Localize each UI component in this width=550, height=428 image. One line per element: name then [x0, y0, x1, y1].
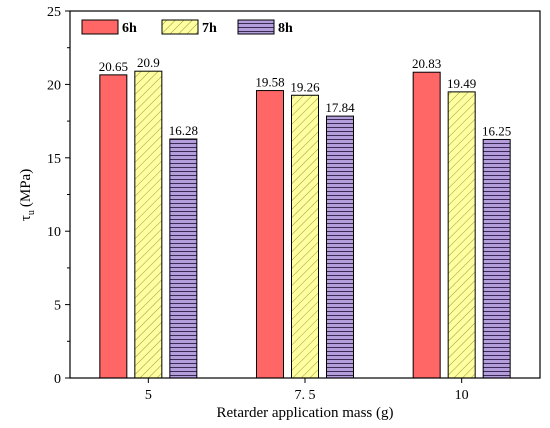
data-label: 16.25: [482, 123, 511, 138]
y-axis-title-unit: (MPa): [18, 169, 34, 207]
data-label: 16.28: [169, 123, 198, 138]
bar-8h-10: [482, 138, 511, 379]
bars-layer: [99, 70, 511, 379]
legend-label-8h: 8h: [278, 21, 293, 36]
legend-swatch-6h: [81, 19, 119, 35]
y-tick-label: 5: [54, 299, 61, 314]
legend-label-7h: 7h: [202, 21, 217, 36]
data-labels-layer: 20.65 20.9 16.28 19.58 19.26 17.84 20.83 19.49 1…: [99, 55, 512, 138]
y-tick-label: 15: [47, 152, 61, 167]
legend-swatch-7h: [161, 19, 199, 35]
data-label: 19.58: [255, 75, 284, 90]
data-label: 20.83: [412, 56, 441, 71]
bar-8h-7.5: [326, 115, 354, 379]
data-label: 17.84: [325, 100, 355, 115]
legend-label-6h: 6h: [122, 21, 137, 36]
bar-7h-10: [447, 91, 476, 379]
data-label: 19.49: [447, 76, 476, 91]
bar-8h-5: [169, 138, 198, 379]
y-axis-title-symbol: τ: [18, 215, 34, 221]
x-axis-title: Retarder application mass (g): [216, 405, 393, 421]
data-label: 19.26: [290, 79, 320, 94]
bar-7h-5: [134, 70, 163, 379]
bar-6h-10: [412, 71, 441, 379]
y-axis: 0 5 10 15 20 25: [47, 5, 70, 387]
legend-swatch-8h: [237, 19, 275, 35]
y-tick-label: 0: [54, 372, 61, 387]
y-tick-label: 25: [47, 5, 61, 20]
bar-7h-7.5: [291, 94, 319, 379]
y-axis-title-group: τu (MPa): [18, 169, 37, 221]
bar-6h-7.5: [256, 90, 284, 379]
legend: 6h 7h 8h: [81, 19, 293, 36]
x-tick-label: 10: [455, 388, 469, 403]
x-tick-label: 5: [145, 388, 152, 403]
y-axis-title-subscript: u: [26, 210, 37, 215]
bar-6h-5: [99, 74, 128, 379]
x-axis: 5 7. 5 10: [145, 378, 469, 403]
data-label: 20.9: [137, 55, 160, 70]
y-tick-label: 20: [47, 78, 61, 93]
y-tick-label: 10: [47, 225, 61, 240]
x-tick-label: 7. 5: [295, 388, 316, 403]
data-label: 20.65: [99, 59, 128, 74]
y-axis-title: τu (MPa): [18, 169, 37, 221]
